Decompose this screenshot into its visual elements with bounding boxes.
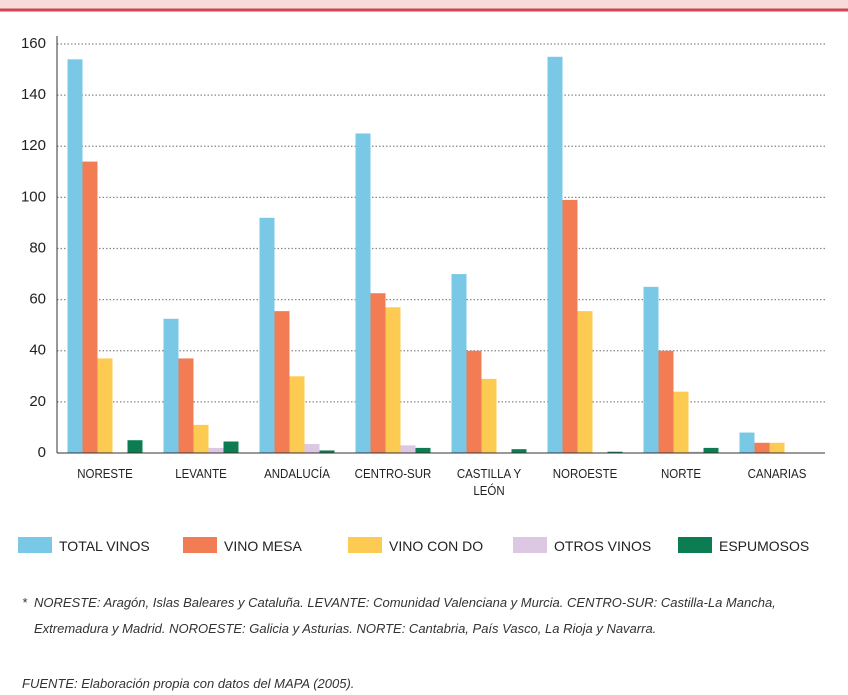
bar <box>769 442 785 453</box>
bar <box>385 307 401 453</box>
source: FUENTE: Elaboración propia con datos del… <box>22 676 355 691</box>
x-tick-label: CENTRO-SUR <box>354 467 432 481</box>
bar <box>703 447 719 453</box>
x-tick-label: NORTE <box>660 467 702 481</box>
x-tick-label: ANDALUCÍA <box>264 467 330 481</box>
y-tick-label: 120 <box>21 137 46 154</box>
bar <box>274 311 290 453</box>
bar <box>259 217 275 453</box>
x-tick-label: LEVANTE <box>175 467 227 481</box>
note-marker: * <box>22 595 28 610</box>
bar <box>163 318 179 453</box>
bar <box>643 286 659 453</box>
bar <box>355 133 371 453</box>
bar <box>451 274 467 453</box>
bar <box>562 199 578 453</box>
bar <box>193 424 209 453</box>
y-tick-label: 100 <box>21 188 46 205</box>
bar <box>370 293 386 453</box>
top-band <box>0 0 848 9</box>
x-tick-label: CASTILLA Y LEÓN <box>456 467 522 498</box>
x-tick-label: CANARIAS <box>747 467 807 481</box>
bar <box>754 442 770 453</box>
bar <box>82 161 98 453</box>
y-tick-label: 0 <box>38 444 46 461</box>
bar <box>67 59 83 454</box>
y-tick-label: 60 <box>29 291 46 308</box>
bar <box>319 450 335 453</box>
legend-swatch <box>678 537 712 553</box>
bar <box>673 391 689 453</box>
bar <box>607 451 623 453</box>
y-tick-label: 40 <box>29 342 46 359</box>
bar <box>97 358 113 453</box>
legend-label: ESPUMOSOS <box>719 538 810 554</box>
bar <box>658 350 674 453</box>
bar <box>688 451 704 453</box>
bar <box>223 441 239 453</box>
legend-label: VINO CON DO <box>389 538 484 554</box>
legend-swatch <box>513 537 547 553</box>
legend-label: TOTAL VINOS <box>59 538 150 554</box>
legend-label: VINO MESA <box>224 538 302 554</box>
legend-label: OTROS VINOS <box>554 538 652 554</box>
footnote: * NORESTE: Aragón, Islas Baleares y Catal… <box>22 590 832 642</box>
y-tick-label: 140 <box>21 86 46 103</box>
bar <box>304 444 320 453</box>
bar <box>466 350 482 453</box>
legend-swatch <box>183 537 217 553</box>
bar <box>127 440 143 453</box>
bar <box>415 447 431 453</box>
bar <box>511 449 527 453</box>
y-tick-label: 80 <box>29 239 46 256</box>
bar <box>577 311 593 453</box>
x-tick-label: NOROESTE <box>552 467 618 481</box>
bar <box>739 432 755 453</box>
y-tick-label: 160 <box>21 35 46 52</box>
x-tick-label: NORESTE <box>77 467 133 481</box>
legend-swatch <box>348 537 382 553</box>
bar <box>481 378 497 453</box>
y-tick-label: 20 <box>29 393 46 410</box>
bar <box>178 358 194 453</box>
note-text: NORESTE: Aragón, Islas Baleares y Catalu… <box>34 595 776 636</box>
bar <box>208 447 224 453</box>
bar <box>547 56 563 453</box>
bar <box>400 445 416 453</box>
legend-swatch <box>18 537 52 553</box>
bar <box>289 376 305 453</box>
